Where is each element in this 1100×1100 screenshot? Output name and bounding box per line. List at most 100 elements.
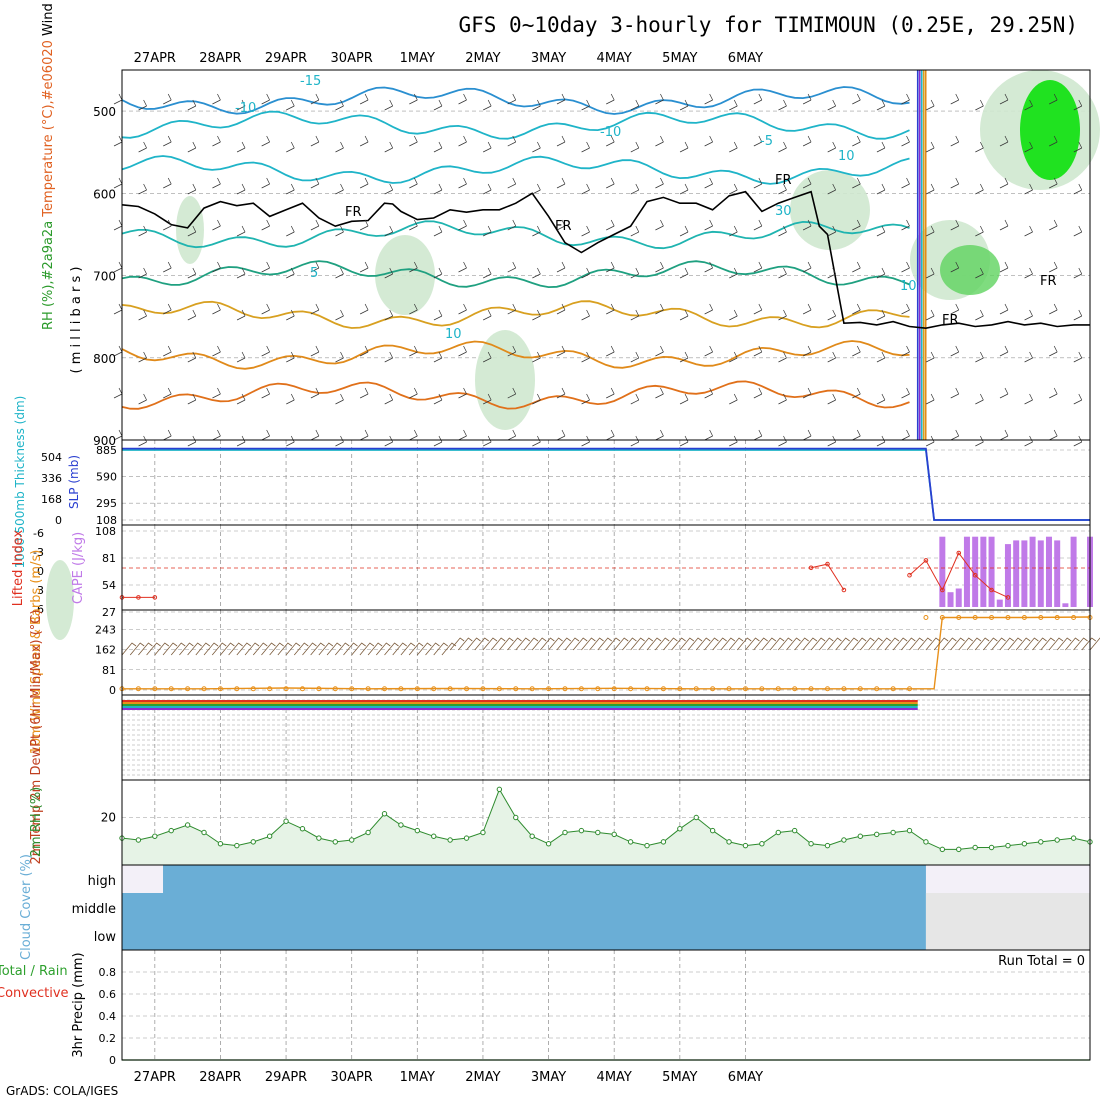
wind-barb: [286, 393, 295, 405]
wind-barb: [138, 351, 147, 363]
wind-barb: [1024, 183, 1033, 195]
wind-barb: [606, 429, 615, 441]
wind-barb: [261, 429, 270, 441]
wind-barb: [532, 393, 541, 405]
wind-barb: [310, 429, 320, 441]
wind-barb: [778, 393, 787, 405]
wind-barb: [1049, 303, 1058, 315]
temperature-contour: [121, 155, 910, 185]
wind-barb: [753, 303, 763, 315]
wind-barb: [876, 225, 886, 237]
wind-barb: [704, 637, 719, 651]
panel-frames: [121, 69, 1091, 1061]
cape-bar: [1013, 540, 1020, 607]
wind-barb: [556, 177, 566, 189]
wind-speed-point: [693, 686, 699, 692]
upper-ylabel-part: Wind (m/s),#000: [41, 0, 56, 36]
wind-speed-point: [628, 686, 634, 692]
wind-barb: [843, 637, 859, 651]
wind-barb: [655, 261, 664, 273]
upper-air-panel: -15 -10 -10 -5 5 10 10 FR FR FR FR FR 10 30: [46, 70, 1100, 640]
wind-speed-point: [414, 686, 420, 692]
rh2m-point: [824, 842, 831, 849]
wind-barb: [704, 345, 713, 357]
temperature-band: [122, 706, 918, 708]
rh2m-point: [463, 835, 470, 841]
wind-speed-point: [956, 615, 962, 620]
rh2m-point: [939, 846, 946, 853]
wind-barb: [975, 99, 984, 111]
wind-barb: [507, 135, 517, 147]
wind-barb: [950, 303, 960, 315]
wind-barb: [606, 135, 615, 147]
thickness-ytick-label: 336: [41, 472, 62, 485]
chart-title: GFS 0~10day 3-hourly for TIMIMOUN (0.25E…: [458, 13, 1078, 37]
wind-barb: [786, 637, 801, 651]
wind-barb: [655, 387, 664, 399]
wind-barb: [654, 637, 670, 651]
wind-barb: [163, 345, 172, 357]
wind-barb: [113, 93, 123, 105]
wind-barb: [876, 267, 886, 279]
wind-barb: [901, 303, 910, 315]
cloud-block: [122, 893, 926, 950]
temperature-band: [122, 702, 918, 704]
wind-barb: [409, 93, 418, 105]
wind-barb: [236, 435, 246, 447]
wind-barb: [745, 637, 760, 651]
wind-barb: [729, 141, 738, 153]
lifted-index-point: [972, 572, 978, 578]
wind-barb: [310, 387, 320, 399]
wind-barb: [925, 393, 935, 405]
freezing-level-line: [121, 190, 1090, 330]
wind-speed-point: [398, 686, 404, 692]
rh2m-point: [644, 842, 650, 849]
wind-barb: [556, 637, 572, 651]
wind-speed-point: [168, 686, 174, 692]
wind-barb: [1024, 309, 1033, 321]
wind-barb: [753, 345, 763, 357]
wind-barb: [277, 642, 293, 656]
lifted-index-point: [907, 572, 912, 578]
wind-barb: [138, 141, 147, 153]
wind-barb: [827, 183, 837, 195]
wind-barb: [704, 93, 713, 105]
wind-barb: [630, 141, 640, 153]
wind-barb: [409, 387, 418, 399]
wind-barb: [1024, 393, 1033, 405]
rh2m-point: [1054, 837, 1060, 843]
rh2m-point: [890, 829, 896, 836]
wind-speed-point: [726, 686, 732, 692]
cape-bar: [1037, 540, 1044, 607]
wind-speed-point: [972, 615, 978, 620]
wind-barb: [532, 225, 541, 237]
wind-barb: [597, 637, 613, 651]
wind-barb: [729, 99, 738, 111]
wind-barb: [925, 183, 935, 195]
contour-label: -15: [300, 74, 321, 89]
wind-barb: [335, 393, 344, 405]
cape-bar: [980, 536, 987, 607]
wind-barb: [655, 303, 664, 315]
wind-barb: [1024, 141, 1033, 153]
wind-barb: [458, 177, 467, 189]
wind-barb: [163, 93, 172, 105]
wind-barb: [1081, 637, 1097, 651]
wind-barb: [753, 387, 763, 399]
wind-barb: [351, 642, 366, 656]
contour-label: 30: [775, 204, 792, 219]
wind-barb: [482, 99, 492, 111]
wind-barb: [466, 637, 481, 651]
wind-barb: [1073, 351, 1083, 363]
wind-barb: [581, 309, 590, 321]
panel-frame: [121, 439, 1091, 526]
wind-barb: [310, 219, 320, 231]
wind-barb: [187, 225, 197, 237]
wind-barb: [1065, 637, 1080, 651]
wind-ytick-label: 81: [102, 664, 116, 677]
wind-barb: [606, 177, 615, 189]
wind-barb: [720, 637, 736, 651]
rh2m-point: [906, 827, 913, 834]
wind-barb: [695, 637, 711, 651]
wind-barb: [630, 183, 640, 195]
